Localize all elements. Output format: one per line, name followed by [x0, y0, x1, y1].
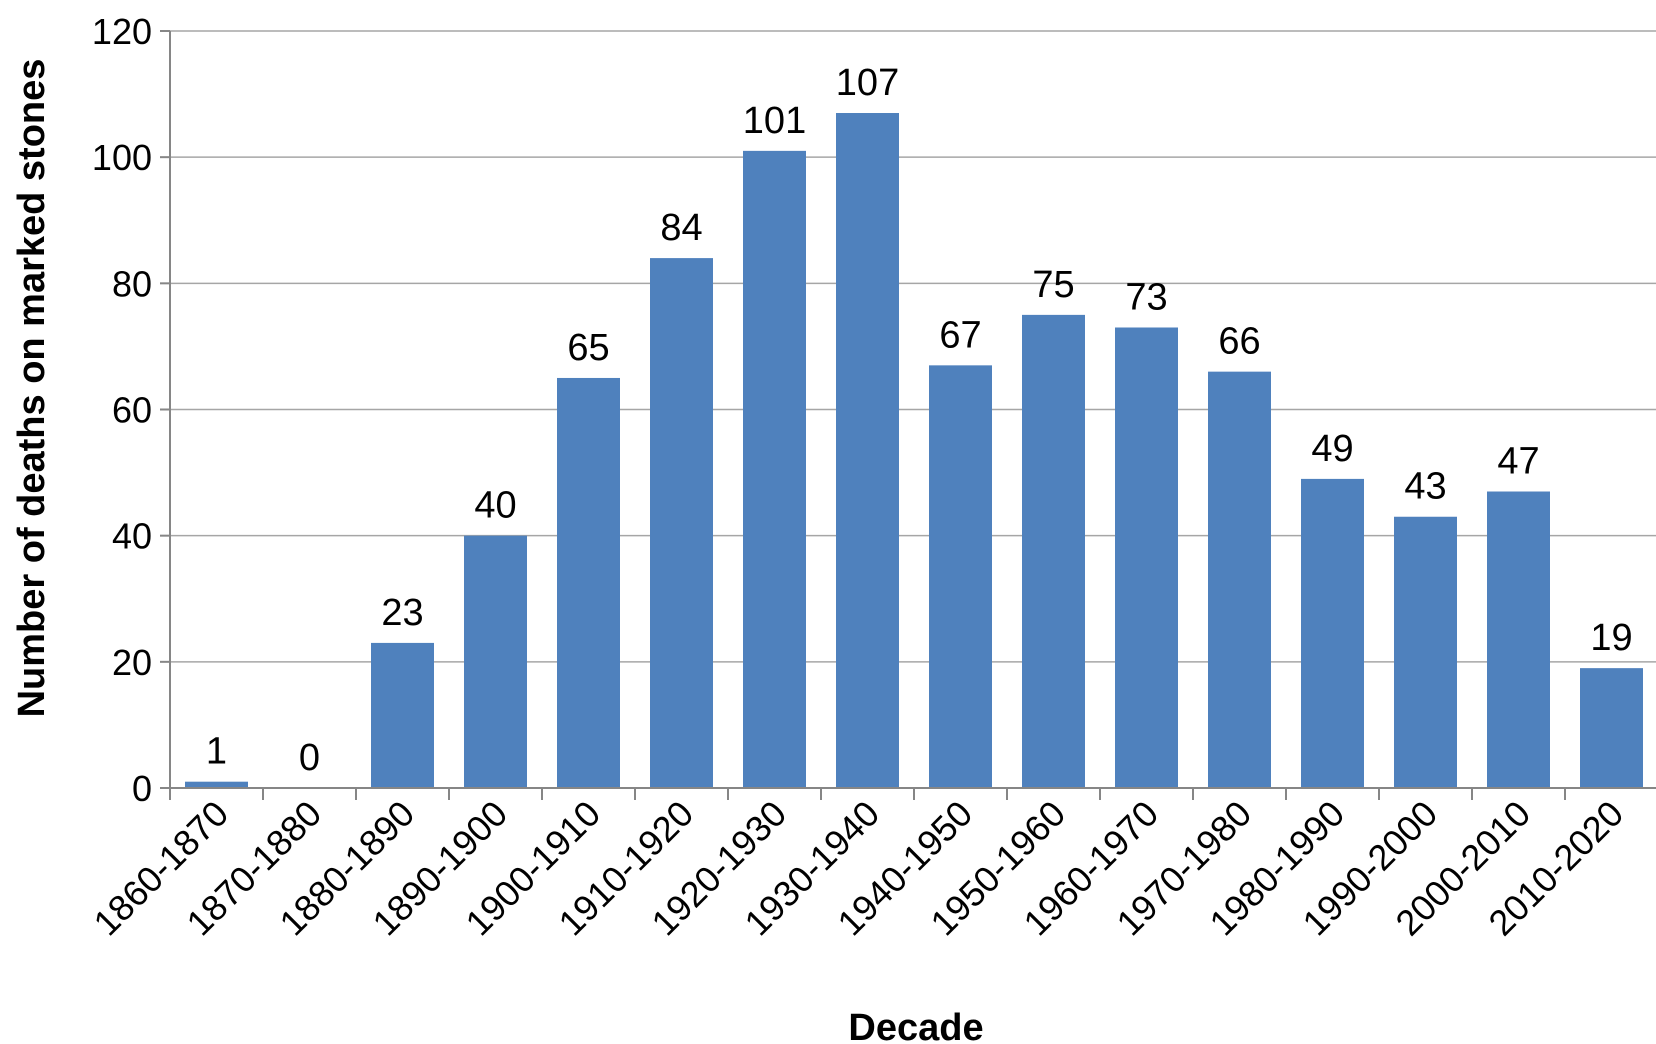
- y-tick-label: 120: [92, 11, 152, 52]
- y-tick-label: 40: [112, 516, 152, 557]
- y-tick-label: 0: [132, 768, 152, 809]
- axes: [160, 30, 1656, 800]
- data-label-1980-1990: 49: [1311, 428, 1353, 470]
- bar-1960-1970: [1115, 327, 1178, 788]
- x-axis-title: Decade: [848, 1007, 983, 1044]
- data-label-1950-1960: 75: [1032, 264, 1074, 306]
- y-tick-label: 80: [112, 263, 152, 304]
- bar-1910-1920: [650, 258, 713, 789]
- y-tick-label: 100: [92, 137, 152, 178]
- data-label-1900-1910: 65: [567, 327, 609, 369]
- bar-1940-1950: [929, 365, 992, 788]
- y-axis-title: Number of deaths on marked stones: [11, 59, 53, 718]
- data-label-1940-1950: 67: [939, 314, 981, 356]
- bar-2010-2020: [1580, 668, 1643, 788]
- data-label-1860-1870: 1: [206, 731, 227, 773]
- data-label-1970-1980: 66: [1218, 321, 1260, 363]
- bar-1890-1900: [464, 535, 527, 788]
- bar-1970-1980: [1208, 371, 1271, 788]
- data-label-1880-1890: 23: [381, 592, 423, 634]
- bars: [185, 113, 1643, 789]
- bar-1900-1910: [557, 377, 620, 788]
- y-tick-label: 20: [112, 642, 152, 683]
- data-label-1920-1930: 101: [743, 100, 806, 142]
- bar-1950-1960: [1022, 314, 1085, 788]
- data-label-2010-2020: 19: [1590, 617, 1632, 659]
- bar-1860-1870: [185, 781, 248, 788]
- data-label-1910-1920: 84: [660, 207, 702, 249]
- bar-1920-1930: [743, 150, 806, 788]
- data-label-1990-2000: 43: [1404, 466, 1446, 508]
- bar-1980-1990: [1301, 478, 1364, 788]
- bar-1880-1890: [371, 642, 434, 788]
- data-label-1960-1970: 73: [1125, 276, 1167, 318]
- data-label-1870-1880: 0: [299, 737, 320, 779]
- bar-1990-2000: [1394, 516, 1457, 788]
- data-label-2000-2010: 47: [1497, 441, 1539, 483]
- bar-2000-2010: [1487, 491, 1550, 788]
- data-label-1890-1900: 40: [474, 485, 516, 527]
- data-label-1930-1940: 107: [836, 62, 899, 104]
- y-tick-label: 60: [112, 390, 152, 431]
- bar-1930-1940: [836, 113, 899, 789]
